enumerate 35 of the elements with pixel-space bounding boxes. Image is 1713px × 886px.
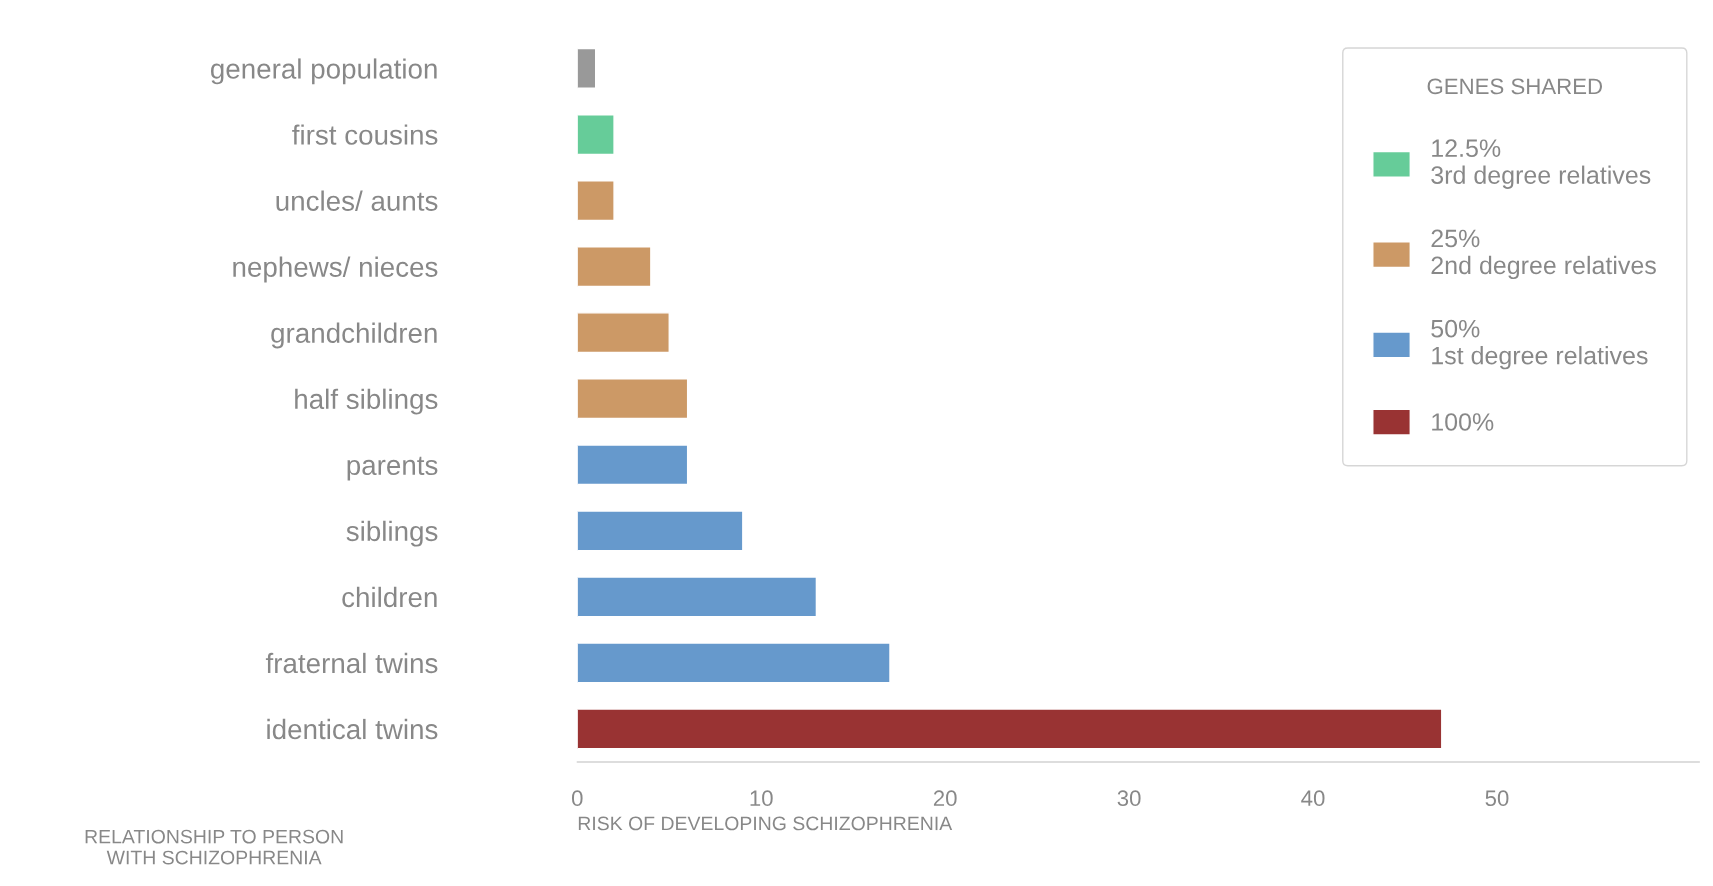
y-tick-label: siblings xyxy=(346,520,438,547)
x-tick-label: 30 xyxy=(1117,790,1141,807)
bar xyxy=(577,444,689,486)
bar xyxy=(577,114,615,156)
legend-title: GENES SHARED xyxy=(1427,78,1603,95)
bar xyxy=(577,312,670,354)
bar xyxy=(577,642,891,684)
bar xyxy=(577,246,652,288)
y-tick-label: nephews/ nieces xyxy=(233,256,438,283)
bar xyxy=(577,180,615,222)
x-axis-title: RISK OF DEVELOPING SCHIZOPHRENIA xyxy=(578,816,953,831)
legend-label: 12.5% 3rd degree relatives xyxy=(1431,139,1651,189)
x-tick-label: 0 xyxy=(571,790,583,807)
bar xyxy=(577,510,744,552)
y-tick-label: first cousins xyxy=(292,124,438,145)
legend-label: 100% xyxy=(1432,413,1494,431)
y-tick-label: uncles/ aunts xyxy=(276,190,438,211)
y-tick-label: identical twins xyxy=(267,718,438,740)
y-tick-label: general population xyxy=(211,58,437,85)
x-tick-label: 20 xyxy=(933,790,957,807)
y-tick-label: children xyxy=(342,586,437,608)
x-tick-label: 50 xyxy=(1485,790,1509,807)
legend-label: 50% 1st degree relatives xyxy=(1431,319,1648,370)
y-axis-title: RELATIONSHIP TO PERSON WITH SCHIZOPHRENIA xyxy=(85,829,343,865)
y-tick-label: grandchildren xyxy=(271,322,437,349)
x-tick-label: 10 xyxy=(750,790,773,807)
bar xyxy=(577,378,689,420)
bar xyxy=(577,576,818,618)
bar xyxy=(577,47,597,89)
y-tick-label: fraternal twins xyxy=(265,652,438,674)
legend-label: 25% 2nd degree relatives xyxy=(1431,229,1656,280)
x-tick-label: 40 xyxy=(1301,790,1325,807)
y-tick-label: parents xyxy=(347,456,438,481)
y-tick-label: half siblings xyxy=(295,388,438,415)
bar xyxy=(577,708,1443,750)
